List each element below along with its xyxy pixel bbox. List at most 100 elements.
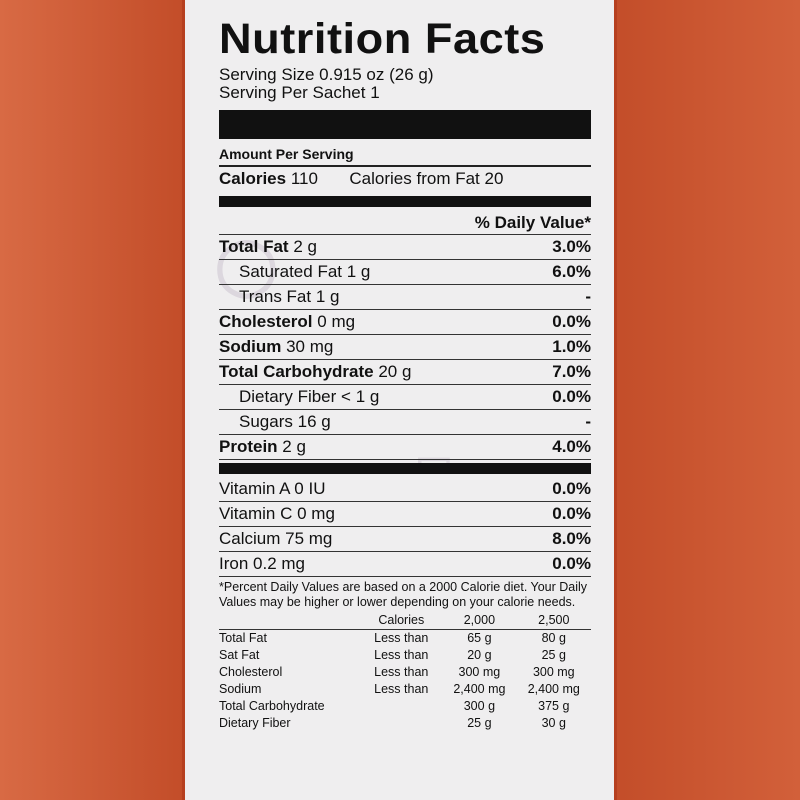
nutrient-daily-value: - bbox=[585, 411, 591, 431]
reference-row: Cholesterol Less than 300 mg 300 mg bbox=[219, 664, 591, 681]
calories-from-fat: Calories from Fat 20 bbox=[349, 168, 504, 188]
reference-row: Total Fat Less than 65 g 80 g bbox=[219, 629, 591, 647]
vitamin-name: Calcium 75 mg bbox=[219, 528, 333, 548]
reference-row: Dietary Fiber 25 g 30 g bbox=[219, 715, 591, 732]
nutrient-amount: 1 g bbox=[315, 286, 340, 306]
nutrient-daily-value: 4.0% bbox=[552, 436, 591, 456]
reference-row: Sat Fat Less than 20 g 25 g bbox=[219, 647, 591, 664]
vitamin-row: Vitamin A 0 IU 0.0% bbox=[219, 477, 591, 502]
vitamin-daily-value: 0.0% bbox=[552, 553, 591, 573]
nutrient-name: Cholesterol bbox=[219, 311, 313, 331]
calories-row: Calories 110 Calories from Fat 20 bbox=[219, 167, 591, 192]
nutrient-daily-value: 1.0% bbox=[552, 336, 591, 356]
reference-cell-c2: 375 g bbox=[538, 698, 570, 713]
nutrient-amount: 20 g bbox=[378, 361, 412, 381]
reference-cell-c1: 300 g bbox=[463, 698, 496, 713]
nutrient-name: Total Carbohydrate bbox=[219, 361, 374, 381]
nutrient-amount: 16 g bbox=[297, 411, 331, 431]
calories-label: Calories bbox=[219, 168, 287, 188]
reference-cell-cmp bbox=[360, 698, 442, 715]
nutrient-row: Total Fat 2 g 3.0% bbox=[219, 235, 591, 260]
nutrient-row: Saturated Fat 1 g 6.0% bbox=[219, 260, 591, 285]
mid-divider bbox=[219, 195, 591, 207]
reference-cell-name: Dietary Fiber bbox=[219, 715, 291, 730]
nutrient-amount: 0 mg bbox=[317, 311, 356, 331]
reference-cell-cmp: Less than bbox=[374, 664, 429, 679]
reference-cell-name: Sat Fat bbox=[219, 647, 260, 662]
reference-cell-name: Sodium bbox=[219, 681, 262, 696]
nutrient-name: Dietary Fiber bbox=[239, 386, 337, 406]
vitamin-daily-value: 0.0% bbox=[552, 478, 591, 498]
nutrient-row: Dietary Fiber < 1 g 0.0% bbox=[219, 385, 591, 410]
label-title: Nutrition Facts bbox=[219, 15, 546, 63]
reference-cell-name: Cholesterol bbox=[219, 664, 283, 679]
footnote: *Percent Daily Values are based on a 200… bbox=[219, 579, 588, 609]
thin-divider bbox=[219, 165, 591, 167]
reference-table: Calories 2,000 2,500 Total Fat Less than 6… bbox=[219, 611, 591, 732]
reference-cell-c2: 30 g bbox=[541, 715, 566, 730]
vitamin-row: Iron 0.2 mg 0.0% bbox=[219, 552, 591, 577]
nutrient-amount: 30 mg bbox=[286, 336, 334, 356]
thick-divider bbox=[219, 110, 591, 139]
nutrition-label-panel: ◯ ▭ Nutrition Facts Serving Size 0.915 o… bbox=[182, 0, 617, 800]
reference-cell-c2: 300 mg bbox=[532, 664, 575, 679]
reference-cell-c1: 20 g bbox=[467, 647, 492, 662]
nutrition-facts-label: Nutrition Facts Serving Size 0.915 oz (2… bbox=[219, 10, 591, 732]
vitamin-list: Vitamin A 0 IU 0.0% Vitamin C 0 mg 0.0% Calc… bbox=[219, 477, 591, 577]
reference-cell-c2: 80 g bbox=[541, 630, 566, 645]
nutrient-row: Sodium 30 mg 1.0% bbox=[219, 335, 591, 360]
nutrient-amount: 1 g bbox=[346, 261, 371, 281]
servings-per-sachet: Serving Per Sachet 1 bbox=[219, 83, 380, 102]
package-left-edge bbox=[0, 0, 190, 800]
nutrient-daily-value: 6.0% bbox=[552, 261, 591, 281]
nutrient-name: Total Fat bbox=[219, 236, 289, 256]
ref-col-2000: 2,000 bbox=[442, 611, 517, 630]
nutrient-row: Protein 2 g 4.0% bbox=[219, 435, 591, 460]
reference-row: Sodium Less than 2,400 mg 2,400 mg bbox=[219, 681, 591, 698]
vitamin-name: Vitamin A 0 IU bbox=[219, 478, 326, 498]
ref-calories-label: Calories bbox=[360, 611, 443, 630]
reference-cell-cmp: Less than bbox=[374, 647, 429, 662]
calories-value: 110 bbox=[290, 168, 318, 188]
nutrient-amount: 2 g bbox=[293, 236, 317, 256]
ref-col-2500: 2,500 bbox=[516, 611, 591, 630]
nutrient-daily-value: - bbox=[585, 286, 591, 306]
reference-row: Total Carbohydrate 300 g 375 g bbox=[219, 698, 591, 715]
reference-cell-c1: 2,400 mg bbox=[453, 681, 506, 696]
reference-cell-c1: 25 g bbox=[467, 715, 492, 730]
nutrient-row: Trans Fat 1 g - bbox=[219, 285, 591, 310]
nutrient-list: Total Fat 2 g 3.0% Saturated Fat 1 g 6.0% Tr… bbox=[219, 235, 591, 460]
vitamin-row: Vitamin C 0 mg 0.0% bbox=[219, 502, 591, 527]
nutrient-name: Sugars bbox=[239, 411, 293, 431]
mid-divider bbox=[219, 462, 591, 474]
nutrient-daily-value: 0.0% bbox=[552, 311, 591, 331]
amount-per-serving: Amount Per Serving bbox=[219, 146, 354, 162]
reference-cell-name: Total Fat bbox=[219, 630, 267, 645]
nutrient-name: Protein bbox=[219, 436, 278, 456]
daily-value-header: % Daily Value* bbox=[219, 210, 591, 235]
reference-cell-c2: 25 g bbox=[541, 647, 566, 662]
reference-cell-cmp: Less than bbox=[374, 681, 429, 696]
serving-size: Serving Size 0.915 oz (26 g) bbox=[219, 65, 434, 84]
reference-cell-c2: 2,400 mg bbox=[527, 681, 580, 696]
nutrient-row: Total Carbohydrate 20 g 7.0% bbox=[219, 360, 591, 385]
nutrient-amount: < 1 g bbox=[341, 386, 380, 406]
nutrient-name: Trans Fat bbox=[239, 286, 312, 306]
nutrient-amount: 2 g bbox=[282, 436, 306, 456]
nutrient-daily-value: 7.0% bbox=[552, 361, 591, 381]
nutrient-name: Sodium bbox=[219, 336, 282, 356]
reference-cell-cmp: Less than bbox=[374, 630, 429, 645]
vitamin-daily-value: 8.0% bbox=[552, 528, 591, 548]
nutrient-row: Sugars 16 g - bbox=[219, 410, 591, 435]
reference-cell-c1: 300 mg bbox=[458, 664, 501, 679]
package-right-edge bbox=[600, 0, 800, 800]
reference-cell-cmp bbox=[360, 715, 442, 732]
nutrient-name: Saturated Fat bbox=[239, 261, 343, 281]
reference-header: Calories 2,000 2,500 bbox=[219, 611, 591, 630]
nutrient-daily-value: 0.0% bbox=[552, 386, 591, 406]
reference-cell-name: Total Carbohydrate bbox=[219, 698, 325, 713]
nutrient-daily-value: 3.0% bbox=[552, 236, 591, 256]
vitamin-row: Calcium 75 mg 8.0% bbox=[219, 527, 591, 552]
vitamin-name: Vitamin C 0 mg bbox=[219, 503, 335, 523]
nutrient-row: Cholesterol 0 mg 0.0% bbox=[219, 310, 591, 335]
